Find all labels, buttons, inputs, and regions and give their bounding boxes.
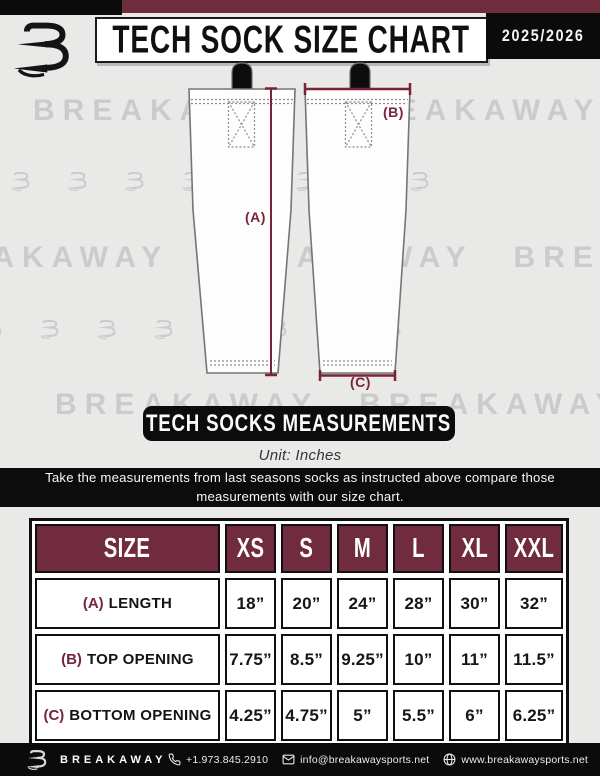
- unit-note: Unit: Inches: [258, 447, 342, 464]
- envelope-icon: [282, 754, 295, 765]
- measure-line-c: [318, 370, 397, 381]
- left-sock-body: [188, 88, 296, 374]
- row-label-bottom-opening: (C) BOTTOM OPENING: [35, 690, 220, 741]
- size-table: SIZE XS S M L XL XXL (A) LENGTH 18” 20” …: [29, 518, 569, 747]
- breakaway-b-watermark-icon: [67, 170, 90, 193]
- footer-website[interactable]: www.breakawaysports.net: [443, 753, 588, 766]
- table-cell: 8.5”: [280, 634, 332, 685]
- instruction-bar: Take the measurements from last seasons …: [0, 468, 600, 507]
- breakaway-b-watermark-icon: [124, 170, 147, 193]
- table-cell: 11.5”: [504, 634, 563, 685]
- breakaway-b-footer-logo-icon: [26, 748, 50, 772]
- table-cell: 10”: [392, 634, 444, 685]
- table-cell: 32”: [504, 578, 563, 629]
- left-sock-tab: [231, 62, 253, 93]
- table-header-xs: XS: [225, 524, 276, 573]
- measurements-banner-label: TECH SOCKS MEASUREMENTS: [146, 409, 452, 437]
- measure-label-a: (A): [245, 209, 266, 225]
- footer-phone[interactable]: +1.973.845.2910: [168, 753, 268, 766]
- watermark-text: BREAKAWAY: [513, 241, 600, 274]
- footer-email[interactable]: info@breakawaysports.net: [282, 753, 429, 766]
- table-cell: 20”: [280, 578, 332, 629]
- table-header-size: SIZE: [35, 524, 220, 573]
- breakaway-b-logo-icon: [13, 16, 79, 84]
- breakaway-b-watermark-icon: [10, 170, 33, 193]
- breakaway-b-watermark-icon: [39, 318, 62, 341]
- right-sock-body: [304, 88, 411, 374]
- right-sock-tab: [349, 62, 371, 93]
- season-label: 2025/2026: [501, 26, 585, 45]
- globe-icon: [443, 753, 456, 766]
- footer-phone-number: +1.973.845.2910: [186, 753, 269, 766]
- breakaway-b-watermark-icon: [0, 318, 5, 341]
- table-cell: 6.25”: [504, 690, 563, 741]
- table-header-m: M: [336, 524, 388, 573]
- right-sock-velcro-patch: [344, 101, 373, 148]
- footer-bar: BREAKAWAY +1.973.845.2910 info@breakaway…: [0, 743, 600, 776]
- footer-brand-name: BREAKAWAY: [60, 753, 167, 766]
- table-cell: 18”: [225, 578, 276, 629]
- table-cell: 5”: [336, 690, 388, 741]
- table-cell: 6”: [448, 690, 500, 741]
- table-cell: 11”: [448, 634, 500, 685]
- measure-label-b: (B): [383, 104, 404, 120]
- phone-icon: [168, 753, 181, 766]
- table-cell: 7.75”: [225, 634, 276, 685]
- table-cell: 5.5”: [392, 690, 444, 741]
- measurements-banner: TECH SOCKS MEASUREMENTS: [143, 406, 455, 441]
- watermark-text: BREAKAWAY: [0, 241, 170, 274]
- table-header-l: L: [392, 524, 444, 573]
- sock-diagram: [188, 62, 412, 381]
- table-cell: 4.25”: [225, 690, 276, 741]
- row-label-length: (A) LENGTH: [35, 578, 220, 629]
- table-cell: 9.25”: [336, 634, 388, 685]
- instruction-text: Take the measurements from last seasons …: [45, 470, 555, 504]
- season-badge: 2025/2026: [486, 13, 600, 59]
- table-header-s: S: [280, 524, 332, 573]
- table-cell: 4.75”: [280, 690, 332, 741]
- table-header-xl: XL: [448, 524, 500, 573]
- footer-contacts: +1.973.845.2910 info@breakawaysports.net…: [168, 753, 588, 766]
- measure-label-c: (C): [350, 374, 371, 390]
- top-strip-maroon: [122, 0, 600, 13]
- footer-website-url: www.breakawaysports.net: [461, 753, 588, 766]
- measure-line-a: [265, 87, 277, 377]
- table-cell: 24”: [336, 578, 388, 629]
- left-sock-velcro-patch: [227, 101, 256, 148]
- table-cell: 28”: [392, 578, 444, 629]
- page-title-box: TECH SOCK SIZE CHART: [95, 17, 488, 63]
- footer-email-address: info@breakawaysports.net: [300, 753, 430, 766]
- table-header-xxl: XXL: [504, 524, 563, 573]
- page-title: TECH SOCK SIZE CHART: [112, 17, 471, 61]
- measure-line-b: [303, 83, 412, 95]
- top-strip-black: [0, 0, 122, 15]
- table-cell: 30”: [448, 578, 500, 629]
- breakaway-b-watermark-icon: [96, 318, 119, 341]
- row-label-top-opening: (B) TOP OPENING: [35, 634, 220, 685]
